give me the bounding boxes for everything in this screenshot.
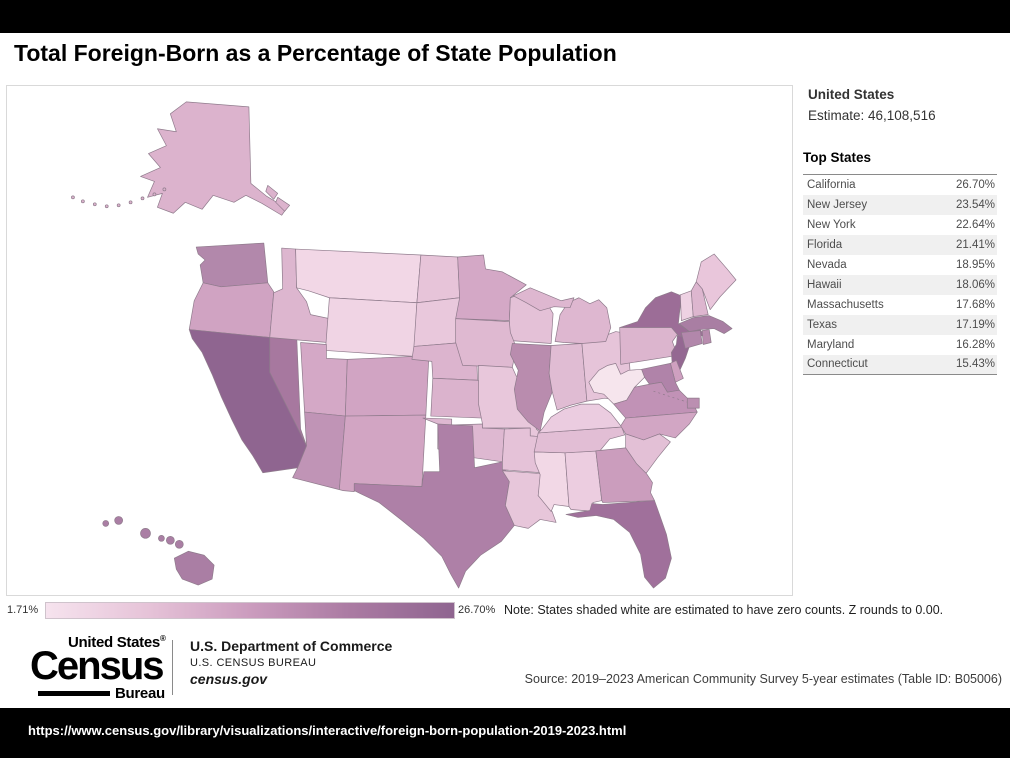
state-west-virginia[interactable] xyxy=(588,363,645,405)
table-row[interactable]: Massachusetts 17.68% xyxy=(803,295,997,315)
state-value: 21.41% xyxy=(955,238,995,251)
state-name: Hawaii xyxy=(807,278,842,291)
table-row[interactable]: Maryland 16.28% xyxy=(803,335,997,355)
registered-mark-icon: ® xyxy=(159,634,166,643)
color-legend: 1.71% 26.70% Note: States shaded white a… xyxy=(0,601,1010,621)
table-row[interactable]: Connecticut 15.43% xyxy=(803,354,997,375)
state-value: 16.28% xyxy=(955,338,995,351)
state-name: Nevada xyxy=(807,258,847,271)
logo-census-word: Census xyxy=(30,644,165,688)
state-minnesota[interactable] xyxy=(455,254,527,321)
state-name: Massachusetts xyxy=(807,298,884,311)
state-rhode-island[interactable] xyxy=(701,329,712,345)
legend-min-label: 1.71% xyxy=(7,604,39,616)
logo-bureau-word: Bureau xyxy=(115,685,165,702)
state-name: New York xyxy=(807,218,856,231)
top-black-bar xyxy=(0,0,1010,33)
page-title: Total Foreign-Born as a Percentage of St… xyxy=(14,40,617,66)
state-value: 18.95% xyxy=(955,258,995,271)
state-name: California xyxy=(807,178,856,191)
state-washington[interactable] xyxy=(195,242,269,288)
state-utah[interactable] xyxy=(300,342,348,417)
region-label: United States xyxy=(808,87,895,102)
state-colorado[interactable] xyxy=(344,356,430,417)
table-row[interactable]: Florida 21.41% xyxy=(803,234,997,255)
legend-note: Note: States shaded white are estimated … xyxy=(504,603,944,617)
state-north-dakota[interactable] xyxy=(416,254,460,304)
state-indiana[interactable] xyxy=(548,343,588,411)
summary-sidebar: United States Estimate: 46,108,516 Top S… xyxy=(803,85,997,375)
census-gov-text: census.gov xyxy=(190,671,268,687)
census-bureau-text: U.S. CENSUS BUREAU xyxy=(190,657,317,669)
census-bureau-logo: United States® Census Bureau xyxy=(30,634,170,702)
state-wyoming[interactable] xyxy=(325,297,418,357)
state-oregon[interactable] xyxy=(188,282,275,338)
state-maine[interactable] xyxy=(695,253,737,311)
table-row[interactable]: New Jersey 23.54% xyxy=(803,194,997,215)
choropleth-map-panel xyxy=(6,85,793,596)
state-value: 17.19% xyxy=(955,318,995,331)
bottom-black-bar: https://www.census.gov/library/visualiza… xyxy=(0,708,1010,758)
state-pennsylvania[interactable] xyxy=(619,327,678,365)
page-url: https://www.census.gov/library/visualiza… xyxy=(28,723,627,738)
state-georgia[interactable] xyxy=(595,447,655,503)
state-value: 18.06% xyxy=(955,278,995,291)
state-massachusetts[interactable] xyxy=(679,315,733,334)
state-value: 17.68% xyxy=(955,298,995,311)
state-new-mexico[interactable] xyxy=(339,414,427,492)
dc-callout-line xyxy=(653,390,688,403)
state-alabama[interactable] xyxy=(564,450,603,512)
state-florida[interactable] xyxy=(565,500,672,589)
logo-divider xyxy=(172,640,173,695)
state-iowa[interactable] xyxy=(455,318,517,368)
state-value: 22.64% xyxy=(955,218,995,231)
logo-underline-bar xyxy=(38,691,110,696)
commerce-block: U.S. Department of Commerce U.S. CENSUS … xyxy=(190,638,392,687)
us-choropleth-map xyxy=(71,101,737,589)
state-value: 15.43% xyxy=(955,358,995,371)
table-row[interactable]: New York 22.64% xyxy=(803,215,997,235)
legend-gradient-bar xyxy=(45,602,455,619)
source-citation: Source: 2019–2023 American Community Sur… xyxy=(524,672,1002,686)
state-value: 26.70% xyxy=(955,178,995,191)
state-name: Texas xyxy=(807,318,838,331)
state-hawaii[interactable] xyxy=(102,516,215,586)
logo-united-states: United States xyxy=(68,634,160,651)
state-name: New Jersey xyxy=(807,198,868,211)
table-row[interactable]: Hawaii 18.06% xyxy=(803,274,997,295)
state-kentucky[interactable] xyxy=(537,403,623,434)
legend-max-label: 26.70% xyxy=(458,604,496,616)
state-name: Maryland xyxy=(807,338,855,351)
table-row[interactable]: Texas 17.19% xyxy=(803,314,997,335)
state-name: Florida xyxy=(807,238,843,251)
top-states-heading: Top States xyxy=(803,150,872,165)
state-michigan[interactable] xyxy=(512,287,612,344)
state-value: 23.54% xyxy=(955,198,995,211)
state-alaska[interactable] xyxy=(71,101,290,216)
state-kansas[interactable] xyxy=(430,377,485,419)
top-states-table: California 26.70% New Jersey 23.54% New Yo… xyxy=(803,174,997,375)
state-new-hampshire[interactable] xyxy=(690,281,709,317)
state-connecticut[interactable] xyxy=(680,330,703,349)
state-name: Connecticut xyxy=(807,358,868,371)
dept-of-commerce: U.S. Department of Commerce xyxy=(190,638,393,654)
us-estimate: Estimate: 46,108,516 xyxy=(808,108,936,123)
state-montana[interactable] xyxy=(295,248,422,304)
table-row[interactable]: California 26.70% xyxy=(803,175,997,195)
state-district-of-columbia[interactable] xyxy=(653,390,700,409)
table-row[interactable]: Nevada 18.95% xyxy=(803,255,997,275)
